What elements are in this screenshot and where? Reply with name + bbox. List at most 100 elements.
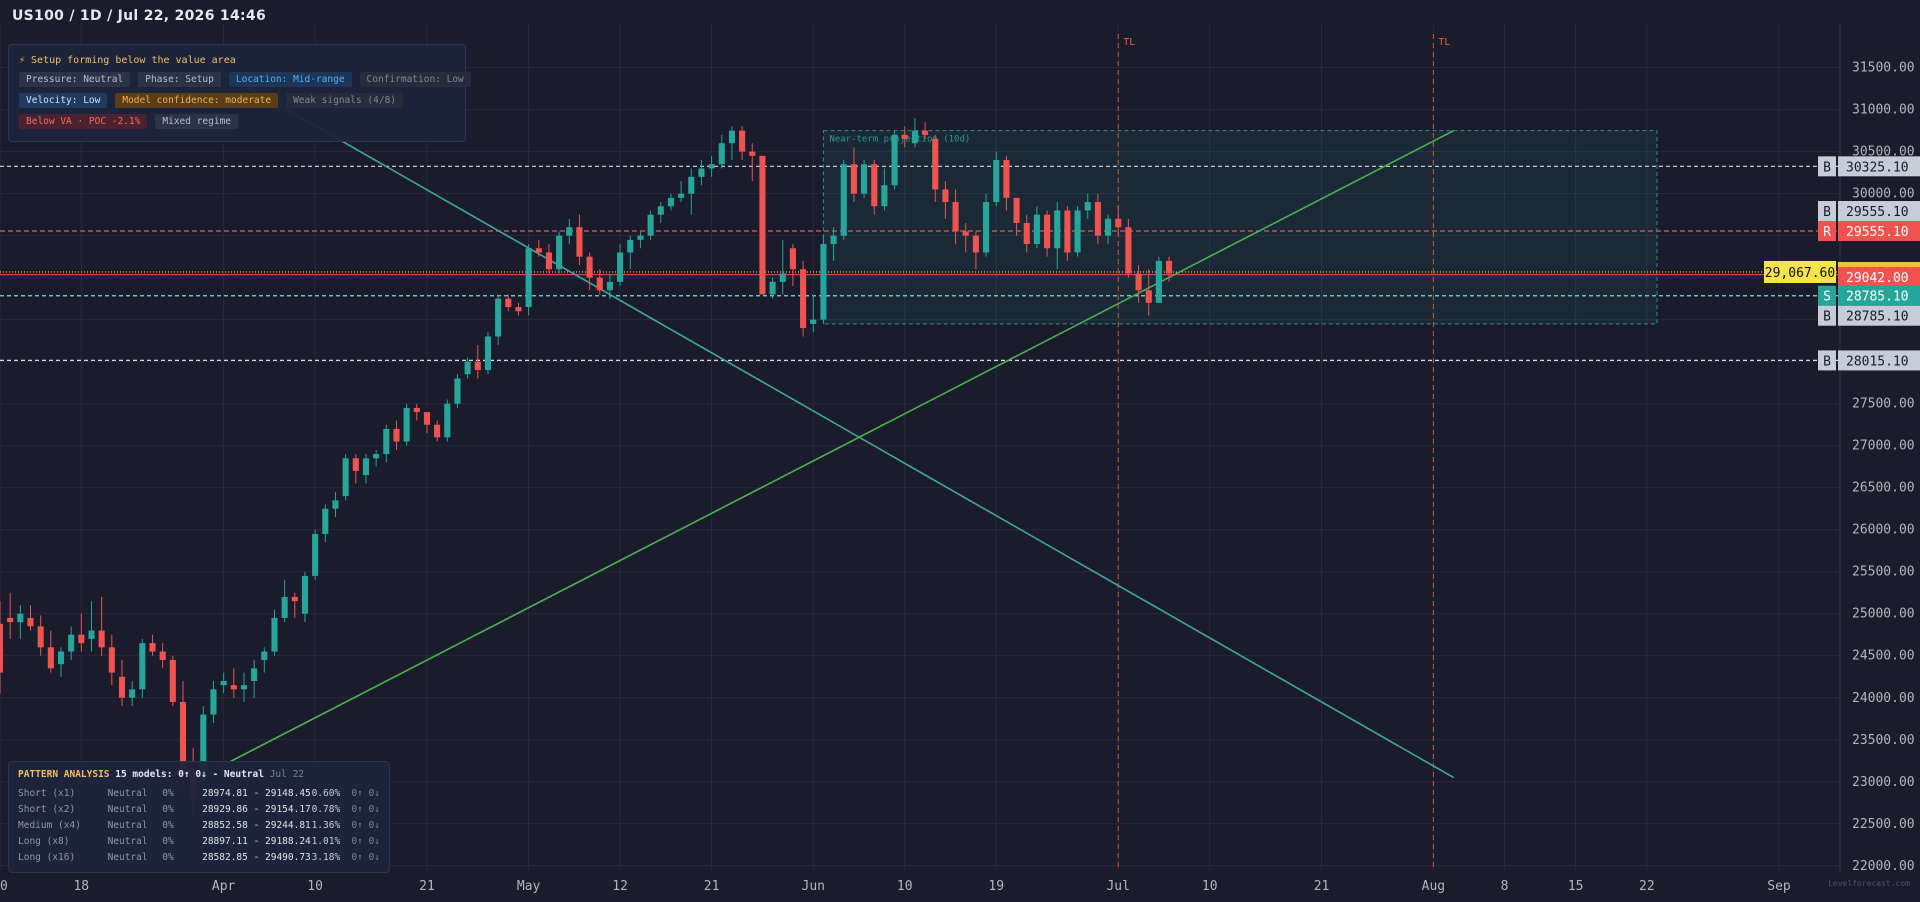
candle-body (576, 227, 583, 257)
candle-body (637, 235, 644, 240)
candle-body (1094, 202, 1101, 236)
pattern-row: Long (x8) Neutral 0% 28897.11 - 29188.24… (18, 834, 380, 850)
pattern-votes: 0↑ 0↓ (351, 836, 380, 847)
candle (810, 294, 817, 333)
candle-body (210, 689, 217, 715)
candle (627, 235, 634, 270)
candle (230, 668, 237, 698)
x-axis-tick-label: 10 (0, 879, 8, 894)
candle (1023, 214, 1030, 253)
candles-layer (0, 118, 1173, 816)
pattern-title: PATTERN ANALYSIS (18, 769, 110, 780)
candle (800, 260, 807, 337)
candle-body (789, 248, 796, 270)
candle-body (332, 500, 339, 509)
candle (606, 273, 613, 299)
candle (1013, 197, 1020, 236)
candle (718, 134, 725, 169)
candle (393, 420, 400, 450)
candle (37, 615, 44, 656)
pattern-votes: 0↑ 0↓ (351, 820, 380, 831)
candle (637, 231, 644, 249)
candle-body (1115, 218, 1122, 228)
candle (444, 399, 451, 442)
candle (1166, 256, 1173, 282)
candle-body (983, 202, 990, 253)
candle (535, 239, 542, 257)
pattern-range: 28929.86 - 29154.17 (202, 804, 311, 815)
candle-body (1166, 260, 1173, 274)
current-price-tag-bg (1764, 260, 1836, 283)
price-tag-value: 30325.10 (1846, 160, 1909, 175)
candle-body (657, 206, 664, 215)
candle-body (301, 575, 309, 614)
pattern-horizon: Medium (x4) (18, 820, 81, 831)
x-axis-tick-label: May (517, 879, 541, 894)
current-price-tag: 29,067.60 (1765, 266, 1835, 281)
pattern-bias: Neutral (107, 804, 148, 815)
price-tag-letter-bg (1818, 285, 1836, 306)
candle (1094, 193, 1101, 245)
time-marker-label: TL (1438, 37, 1450, 48)
candle-body (1125, 227, 1132, 274)
pattern-width: 0.78% (311, 804, 341, 815)
candle (1115, 206, 1122, 236)
candle-body (617, 252, 624, 282)
candle (403, 403, 410, 446)
candle (434, 420, 441, 442)
pattern-header: PATTERN ANALYSIS 15 models: 0↑ 0↓ - Neut… (18, 769, 380, 780)
candle (1125, 218, 1132, 278)
candle-body (749, 151, 756, 156)
candle-body (586, 256, 593, 278)
candle-body (1135, 273, 1142, 291)
y-axis-tick-label: 25500.00 (1852, 565, 1915, 580)
candle (98, 596, 105, 656)
candle (617, 244, 624, 287)
candle-body (556, 235, 563, 270)
x-axis-tick-label: Apr (212, 879, 236, 894)
pattern-horizon: Short (x1) (18, 788, 76, 799)
price-tag: S 28785.10 (1818, 285, 1920, 306)
candle (759, 155, 766, 295)
candle-body (129, 689, 136, 698)
price-tag-letter: S (1823, 290, 1831, 305)
candle-body (423, 412, 431, 425)
price-tag-value: 28015.10 (1846, 354, 1909, 369)
candle (566, 218, 573, 245)
candle-body (728, 130, 735, 144)
candle (301, 571, 309, 623)
candle (576, 214, 583, 266)
candle (464, 357, 471, 379)
candle (27, 605, 34, 631)
chip-value-area: Below VA · POC -2.1% (19, 114, 148, 129)
candle (983, 193, 990, 257)
candle-body (881, 185, 888, 207)
y-axis-tick-label: 23000.00 (1852, 775, 1915, 790)
x-axis-tick-label: 12 (612, 879, 628, 894)
candle (708, 155, 715, 177)
trendline (213, 66, 1455, 779)
candle (850, 147, 857, 203)
candle (159, 643, 166, 669)
pattern-range: 28897.11 - 29188.24 (202, 836, 311, 847)
candle-body (606, 281, 613, 291)
grid-layer (0, 24, 1840, 870)
candle (220, 672, 227, 694)
candle (1074, 206, 1081, 257)
pattern-bias: Neutral (107, 836, 148, 847)
candle-body (545, 252, 552, 270)
candle-body (251, 668, 258, 681)
price-tag-bg (1838, 156, 1920, 177)
candle (749, 143, 756, 182)
candle-body (718, 143, 725, 165)
candle (545, 244, 552, 274)
candle-body (810, 319, 817, 324)
candle (68, 626, 75, 660)
candle-body (444, 403, 451, 438)
setup-headline-text: Setup forming below the value area (31, 55, 236, 66)
candle-body (942, 189, 949, 203)
pattern-votes: 0↑ 0↓ (351, 788, 380, 799)
candle (1044, 210, 1051, 257)
candle (596, 269, 603, 295)
